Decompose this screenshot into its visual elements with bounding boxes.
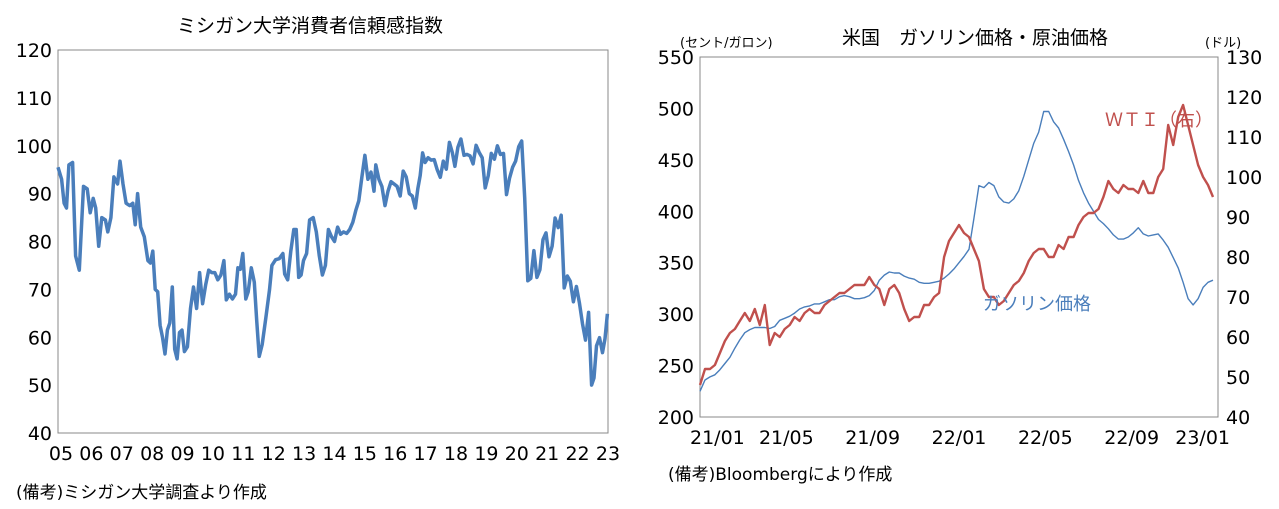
chart2-left-tick-label: 300 <box>658 304 694 326</box>
chart2-right-axis-ticks: 130 120 110 100 90 80 70 60 50 40 <box>1226 47 1262 429</box>
chart1-x-tick-label: 21 <box>535 443 559 465</box>
chart2-x-axis-ticks: 21/01 21/05 21/09 22/01 22/05 22/09 23/01 <box>690 427 1230 449</box>
chart1-x-axis-ticks: 05 06 07 08 09 10 11 12 13 14 15 16 17 18 19 20 21 22 23 <box>49 443 620 465</box>
gasoline-series-label: ガソリン価格 <box>983 294 1091 315</box>
michigan-sentiment-series-line <box>56 137 610 387</box>
chart1-y-tick-label: 40 <box>28 423 52 445</box>
chart1-y-tick-label: 60 <box>28 327 52 349</box>
chart2-left-tick-label: 250 <box>658 356 694 378</box>
chart1-y-axis-ticks: 120 110 100 90 80 70 60 50 40 <box>16 40 52 445</box>
chart2-right-tick-label: 50 <box>1226 367 1250 389</box>
chart1-x-tick-label: 11 <box>231 443 255 465</box>
chart1-x-tick-label: 08 <box>140 443 164 465</box>
chart1-x-tick-label: 20 <box>505 443 529 465</box>
chart1-x-tick-label: 13 <box>292 443 316 465</box>
chart1-x-tick-label: 22 <box>565 443 589 465</box>
chart1-x-tick-label: 18 <box>444 443 468 465</box>
chart1-x-tick-label: 16 <box>383 443 407 465</box>
chart2-x-tick-label: 22/01 <box>932 427 987 449</box>
chart2-left-axis-unit: (セント/ガロン) <box>680 36 773 51</box>
wti-price-series-line <box>698 103 1215 386</box>
chart1-x-tick-label: 23 <box>596 443 620 465</box>
chart2-left-tick-label: 400 <box>658 201 694 223</box>
chart1-y-tick-label: 110 <box>16 88 52 110</box>
chart1-plot-frame <box>57 49 609 434</box>
chart2-x-tick-label: 21/09 <box>845 427 900 449</box>
chart2-left-tick-label: 550 <box>658 47 694 69</box>
chart2-right-tick-label: 40 <box>1226 407 1250 429</box>
chart2-x-tick-label: 21/01 <box>690 427 745 449</box>
chart1-source-note: (備考)ミシガン大学調査より作成 <box>16 483 267 503</box>
chart1-y-tick-label: 100 <box>16 136 52 158</box>
chart2-left-axis-ticks: 550 500 450 400 350 300 250 200 <box>658 47 694 429</box>
chart1-x-tick-label: 19 <box>474 443 498 465</box>
chart1-y-tick-label: 50 <box>28 375 52 397</box>
chart2-plot-frame <box>699 56 1219 418</box>
chart2-right-tick-label: 130 <box>1226 47 1262 69</box>
chart1-x-tick-label: 17 <box>414 443 438 465</box>
chart1-y-tick-label: 80 <box>28 232 52 254</box>
chart2-left-tick-label: 350 <box>658 253 694 275</box>
chart2-x-tick-label: 22/05 <box>1018 427 1073 449</box>
chart1-x-tick-label: 06 <box>79 443 103 465</box>
gasoline-price-series-line <box>699 110 1214 392</box>
chart2-left-tick-label: 200 <box>658 407 694 429</box>
chart2-x-tick-label: 21/05 <box>759 427 814 449</box>
chart2-left-tick-label: 500 <box>658 98 694 120</box>
chart1-y-tick-label: 90 <box>28 184 52 206</box>
chart2-x-tick-label: 22/09 <box>1104 427 1159 449</box>
chart2-x-tick-label: 23/01 <box>1175 427 1230 449</box>
wti-series-label: ＷＴＩ（右） <box>1105 110 1213 131</box>
chart2-right-tick-label: 90 <box>1226 207 1250 229</box>
chart2-right-axis-unit: (ドル) <box>1205 36 1241 51</box>
chart1-x-tick-label: 09 <box>170 443 194 465</box>
chart2-source-note: (備考)Bloombergにより作成 <box>668 465 892 485</box>
chart1-y-tick-label: 70 <box>28 279 52 301</box>
chart2-right-tick-label: 120 <box>1226 87 1262 109</box>
chart1-y-tick-label: 120 <box>16 40 52 62</box>
chart1-x-tick-label: 12 <box>262 443 286 465</box>
chart2-right-tick-label: 100 <box>1226 167 1262 189</box>
chart2-right-tick-label: 80 <box>1226 247 1250 269</box>
chart1-x-tick-label: 14 <box>322 443 346 465</box>
chart1-title: ミシガン大学消費者信頼感指数 <box>177 15 443 37</box>
chart1-x-tick-label: 07 <box>110 443 134 465</box>
chart2-right-tick-label: 60 <box>1226 327 1250 349</box>
chart1-x-tick-label: 10 <box>201 443 225 465</box>
chart2-right-tick-label: 110 <box>1226 127 1262 149</box>
chart2-title: 米国 ガソリン価格・原油価格 <box>842 27 1108 49</box>
chart2-left-tick-label: 450 <box>658 150 694 172</box>
chart2-right-tick-label: 70 <box>1226 287 1250 309</box>
chart1-x-tick-label: 05 <box>49 443 73 465</box>
chart1-x-tick-label: 15 <box>353 443 377 465</box>
